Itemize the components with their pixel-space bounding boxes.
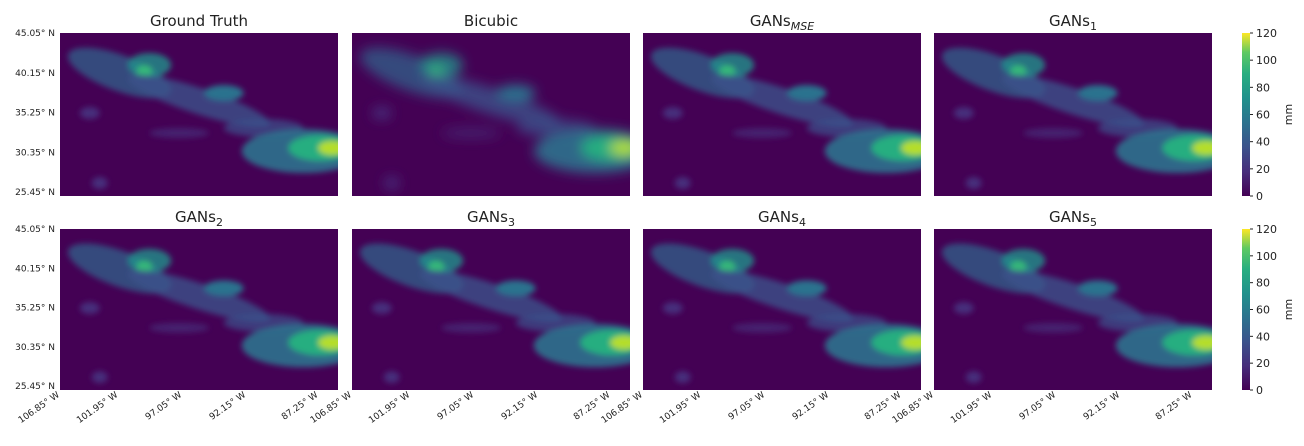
map-panel <box>352 229 657 390</box>
lat-tick-label: 30.35° N <box>15 148 55 158</box>
title-text: GANs <box>750 12 791 30</box>
lon-tick-label: 101.95° W <box>658 390 703 426</box>
lon-tick-label: 97.05° W <box>436 390 476 422</box>
panel-title: GANs1 <box>1049 12 1097 33</box>
figure: Ground Truth 45.05° N 40.15° N 35.25° N 30.3… <box>0 0 1304 442</box>
colorbar <box>1242 33 1250 196</box>
lat-tick-label: 35.25° N <box>15 304 55 314</box>
colorbar-tick-label: 120 <box>1256 223 1277 236</box>
lon-tick-label: 101.95° W <box>949 390 994 426</box>
colorbar-tick-label: 120 <box>1256 27 1277 40</box>
panel-title: GANs2 <box>175 208 223 229</box>
map-panel <box>934 33 1239 196</box>
lat-tick-label: 45.05° N <box>15 225 55 235</box>
title-text: GANs <box>758 208 799 226</box>
title-text: GANs <box>1049 208 1090 226</box>
colorbar-tick-label: 20 <box>1256 357 1270 370</box>
map-panel <box>60 33 365 196</box>
lon-tick-label: 87.25° W <box>1154 390 1194 422</box>
lon-tick-label: 97.05° W <box>727 390 767 422</box>
lon-tick-label: 101.95° W <box>75 390 120 426</box>
lat-tick-label: 30.35° N <box>15 343 55 353</box>
colorbar-tick-label: 100 <box>1256 54 1277 67</box>
lon-tick-label: 92.15° W <box>1082 390 1122 422</box>
lat-tick-label: 40.15° N <box>15 69 55 79</box>
panel-title: GANs4 <box>758 208 806 229</box>
lon-tick-label: 101.95° W <box>367 390 412 426</box>
lat-tick-label: 40.15° N <box>15 264 55 274</box>
title-subscript: 5 <box>1090 216 1097 229</box>
title-subscript: 4 <box>799 216 806 229</box>
colorbar-tick-label: 100 <box>1256 250 1277 263</box>
title-subscript: 2 <box>216 216 223 229</box>
title-subscript: 3 <box>508 216 515 229</box>
lat-tick-label: 35.25° N <box>15 109 55 119</box>
colorbar-label: mm <box>1282 104 1295 125</box>
panel-title: GANsMSE <box>750 12 814 33</box>
colorbar-tick-label: 20 <box>1256 163 1270 176</box>
lon-tick-label: 97.05° W <box>1018 390 1058 422</box>
lat-tick-label: 25.45° N <box>15 188 55 198</box>
lat-tick-label: 25.45° N <box>15 382 55 392</box>
title-subscript: 1 <box>1090 20 1097 33</box>
lon-tick-label: 92.15° W <box>208 390 248 422</box>
colorbar-tick-label: 40 <box>1256 330 1270 343</box>
colorbar-tick-label: 60 <box>1256 304 1270 317</box>
lon-tick-label: 97.05° W <box>144 390 184 422</box>
colorbar-tick-label: 80 <box>1256 81 1270 94</box>
title-subscript: MSE <box>791 20 814 33</box>
colorbar-tick-label: 0 <box>1256 190 1263 203</box>
colorbar-tick-label: 80 <box>1256 277 1270 290</box>
title-text: Ground Truth <box>150 12 248 30</box>
title-text: GANs <box>1049 12 1090 30</box>
map-panel <box>60 229 365 390</box>
colorbar <box>1242 229 1250 390</box>
panel-title: GANs5 <box>1049 208 1097 229</box>
title-text: GANs <box>175 208 216 226</box>
map-panel <box>643 229 948 390</box>
lat-tick-label: 45.05° N <box>15 29 55 39</box>
colorbar-label: mm <box>1282 299 1295 320</box>
panel-title: Ground Truth <box>150 12 248 30</box>
title-text: GANs <box>467 208 508 226</box>
map-panel <box>352 33 657 196</box>
colorbar-tick-label: 40 <box>1256 136 1270 149</box>
panel-title: Bicubic <box>464 12 518 30</box>
lon-tick-label: 92.15° W <box>500 390 540 422</box>
panel-title: GANs3 <box>467 208 515 229</box>
lon-tick-label: 92.15° W <box>791 390 831 422</box>
colorbar-tick-label: 60 <box>1256 109 1270 122</box>
title-text: Bicubic <box>464 12 518 30</box>
lon-tick-label: 106.85° W <box>17 390 62 426</box>
colorbar-tick-label: 0 <box>1256 384 1263 397</box>
map-panel <box>643 33 948 196</box>
map-panel <box>934 229 1239 390</box>
